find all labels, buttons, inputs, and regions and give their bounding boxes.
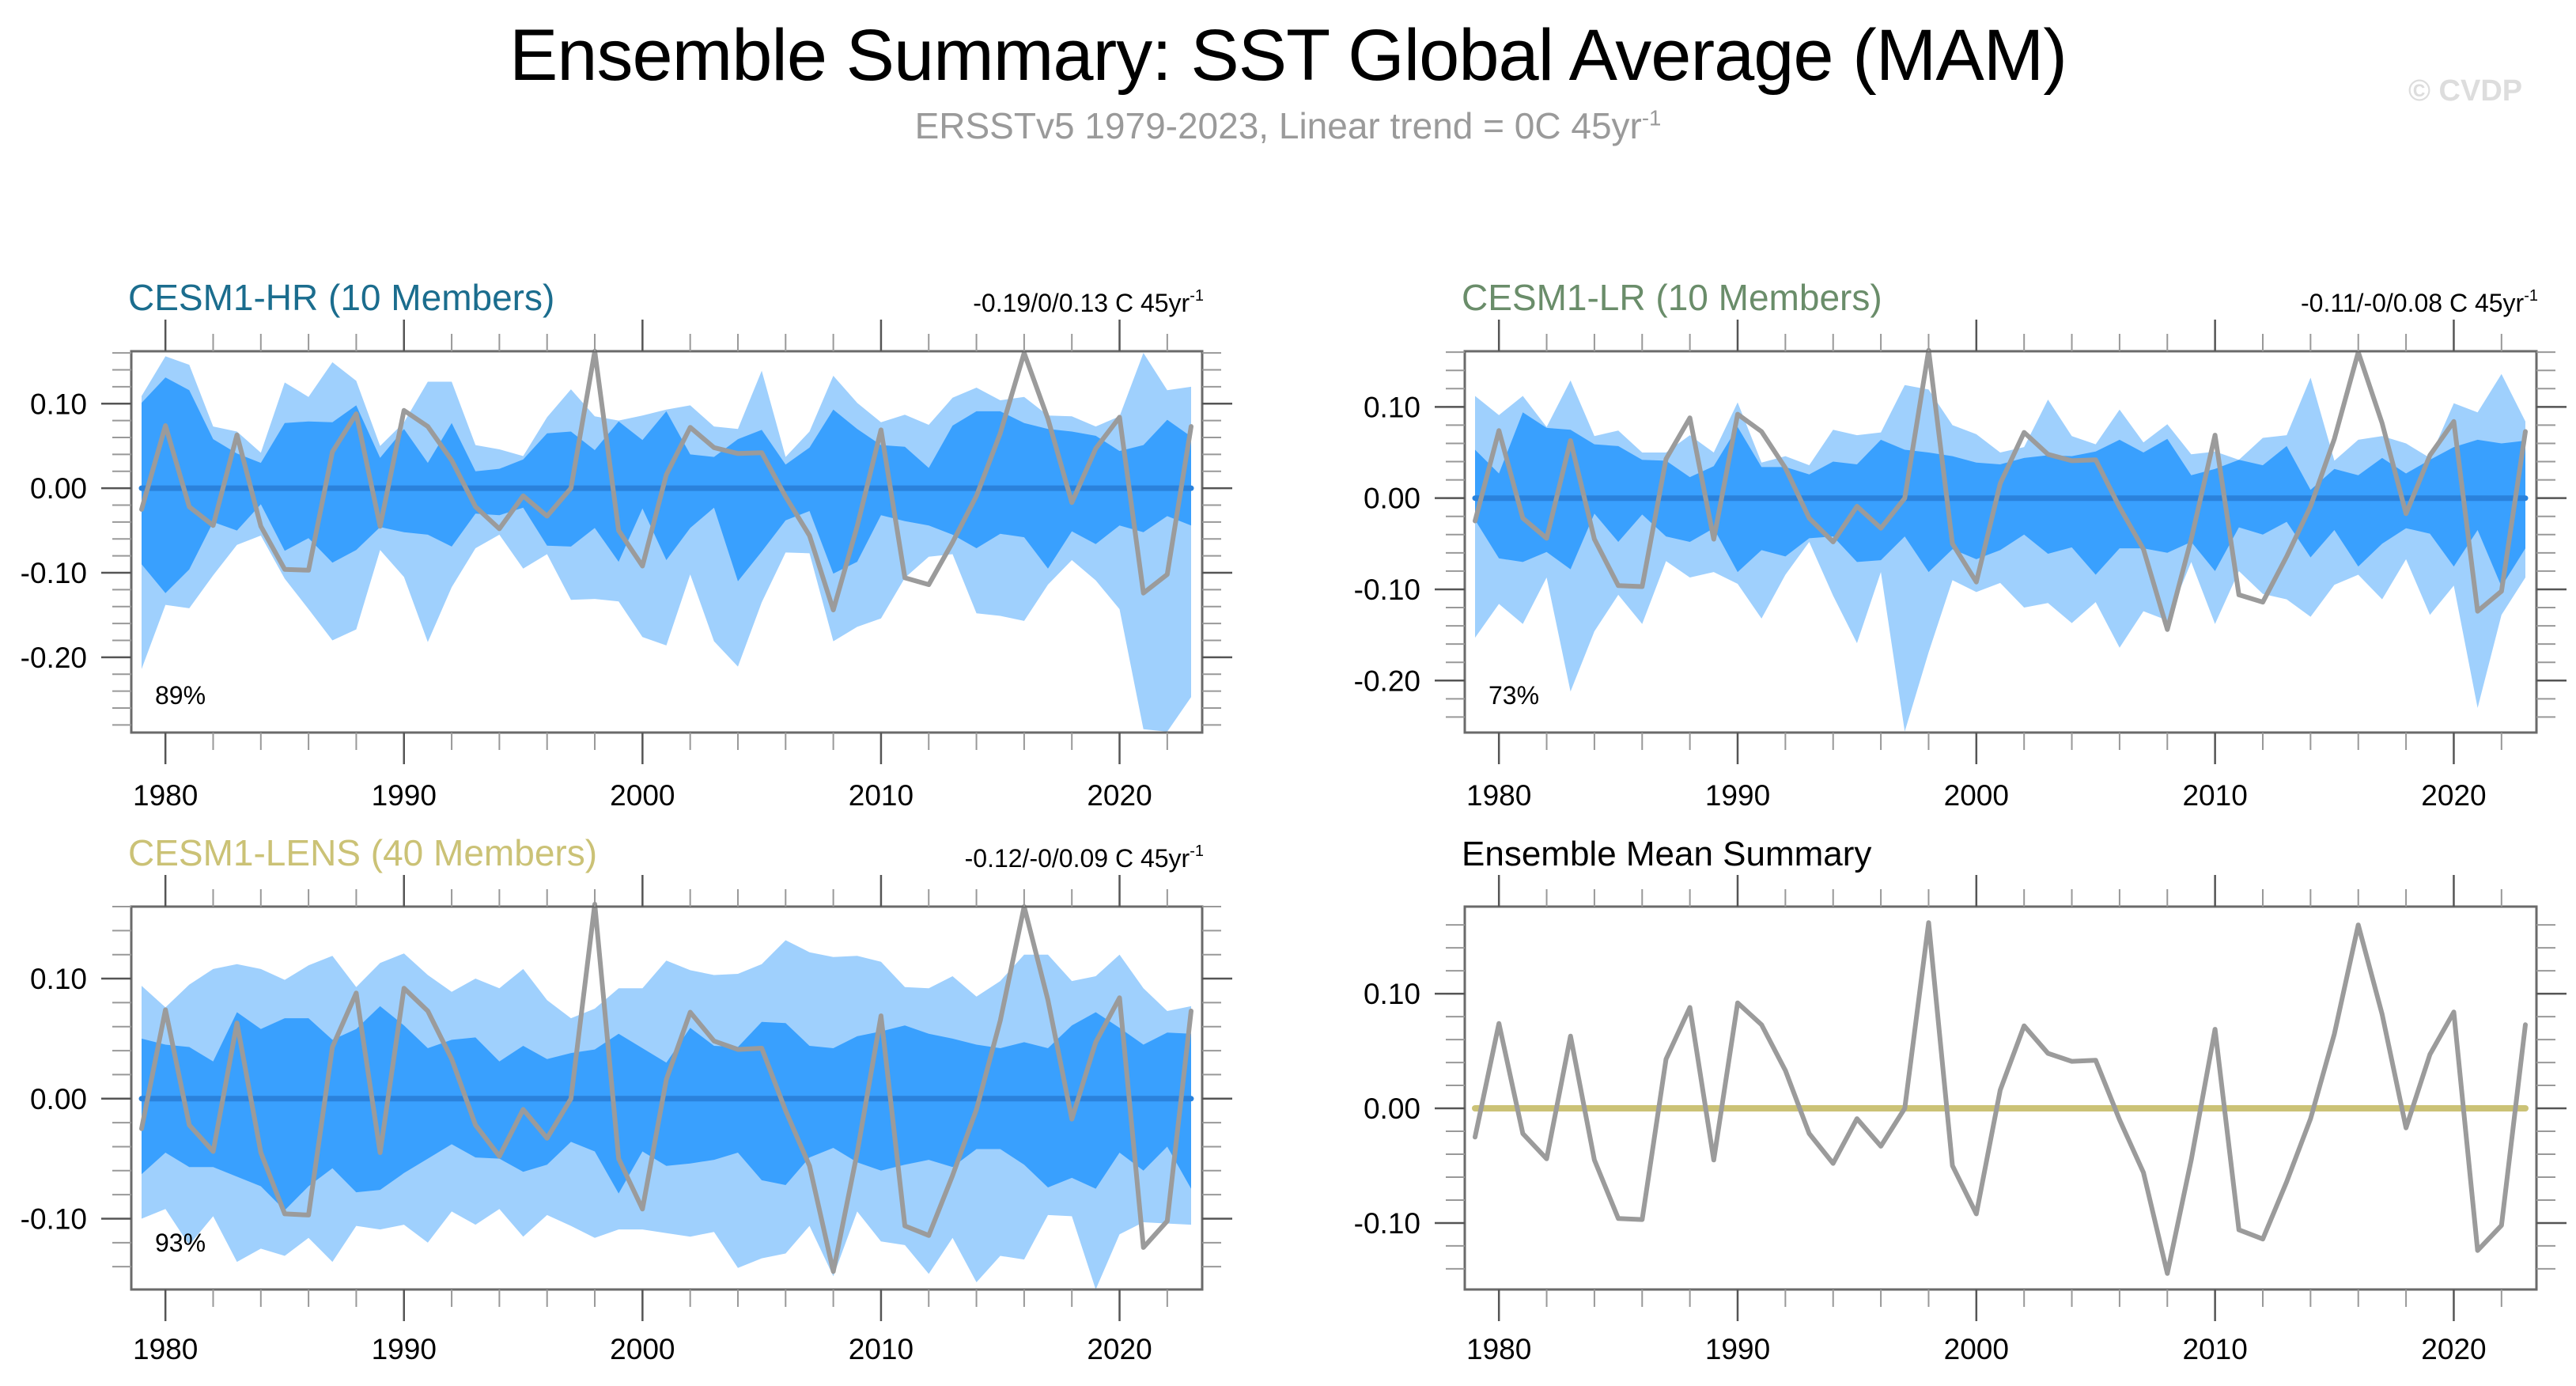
y-tick-label: 0.00 [30, 472, 87, 505]
trend-label: -0.11/-0/0.08 C 45yr-1 [2301, 287, 2538, 317]
x-tick-label: 2000 [1944, 1333, 2009, 1365]
x-tick-label: 1990 [1705, 779, 1770, 812]
y-tick-label: -0.10 [21, 1202, 87, 1235]
x-tick-label: 2010 [849, 779, 914, 812]
observations-line [139, 902, 1193, 1274]
cvdp-watermark: © CVDP [2408, 74, 2523, 108]
x-tick-label: 2000 [610, 1333, 675, 1365]
panel-lens: 0.10 0.00 -0.10 1980 1990 2000 2010 2020 CESM1-L… [21, 832, 1232, 1365]
x-tick-label: 2000 [1944, 779, 2009, 812]
x-tick-label: 1990 [372, 779, 437, 812]
x-tick-label: 2020 [2421, 779, 2486, 812]
y-tick-label: -0.20 [1354, 665, 1420, 697]
observations-line [139, 349, 1193, 612]
y-tick-label: 0.10 [30, 963, 87, 995]
trend-label: -0.19/0/0.13 C 45yr-1 [973, 287, 1204, 317]
plot-frame [130, 350, 1204, 734]
y-tick-label: 0.00 [1364, 1093, 1420, 1125]
x-tick-label: 1980 [1466, 779, 1531, 812]
percent-within-range-label: 73% [1488, 681, 1539, 710]
x-tick-label: 2010 [2182, 1333, 2247, 1365]
plot-frame [1463, 350, 2538, 734]
ensemble-10-90-band [142, 377, 1191, 593]
subtitle-text: ERSSTv5 1979-2023, Linear trend = 0C 45y… [914, 105, 1642, 146]
panel-summary: 0.10 0.00 -0.10 1980 1990 2000 2010 2020 Ensembl… [1354, 835, 2567, 1365]
panel-hr: 0.10 0.00 -0.10 -0.20 1980 1990 2000 2010 2020 CE… [21, 277, 1232, 812]
trend-superscript: -1 [1190, 843, 1204, 860]
x-tick-label: 1980 [1466, 1333, 1531, 1365]
panel-lr: 0.10 0.00 -0.10 -0.20 1980 1990 2000 2010 2020 CE… [1354, 277, 2567, 812]
panel-title: Ensemble Mean Summary [1462, 835, 1871, 873]
percent-within-range-label: 89% [155, 681, 206, 710]
y-tick-label: 0.10 [1364, 391, 1420, 423]
trend-superscript: -1 [2524, 287, 2538, 305]
page-subtitle: ERSSTv5 1979-2023, Linear trend = 0C 45y… [0, 104, 2576, 147]
plot-frame [1463, 905, 2538, 1291]
observations-line [1473, 920, 2528, 1276]
percent-within-range-label: 93% [155, 1229, 206, 1257]
y-tick-label: 0.00 [30, 1083, 87, 1115]
x-tick-label: 2020 [2421, 1333, 2486, 1365]
y-tick-label: -0.10 [21, 557, 87, 589]
y-tick-label: -0.20 [21, 642, 87, 674]
panel-title: CESM1-LENS (40 Members) [128, 832, 597, 873]
x-tick-label: 2020 [1087, 779, 1152, 812]
subtitle-superscript: -1 [1641, 105, 1662, 131]
page-title: Ensemble Summary: SST Global Average (MA… [509, 15, 2067, 96]
panel-title: CESM1-LR (10 Members) [1462, 277, 1882, 318]
x-tick-label: 1980 [133, 779, 198, 812]
ensemble-10-90-band [142, 1005, 1191, 1210]
x-tick-label: 2020 [1087, 1333, 1152, 1365]
y-tick-label: -0.10 [1354, 1207, 1420, 1240]
observations-line [1473, 347, 2528, 632]
trend-value: -0.11/-0/0.08 C 45yr [2301, 289, 2525, 317]
y-tick-label: 0.10 [1364, 978, 1420, 1010]
y-tick-label: 0.00 [1364, 483, 1420, 515]
x-tick-label: 2010 [2182, 779, 2247, 812]
x-tick-label: 2010 [849, 1333, 914, 1365]
trend-value: -0.12/-0/0.09 C 45yr [965, 844, 1190, 873]
x-tick-label: 2000 [610, 779, 675, 812]
x-tick-label: 1990 [1705, 1333, 1770, 1365]
panel-title: CESM1-HR (10 Members) [128, 277, 554, 318]
y-tick-label: 0.10 [30, 388, 87, 420]
trend-label: -0.12/-0/0.09 C 45yr-1 [965, 843, 1204, 873]
x-tick-label: 1990 [372, 1333, 437, 1365]
trend-value: -0.19/0/0.13 C 45yr [973, 289, 1190, 317]
x-tick-label: 1980 [133, 1333, 198, 1365]
y-tick-label: -0.10 [1354, 574, 1420, 606]
trend-superscript: -1 [1190, 287, 1204, 305]
